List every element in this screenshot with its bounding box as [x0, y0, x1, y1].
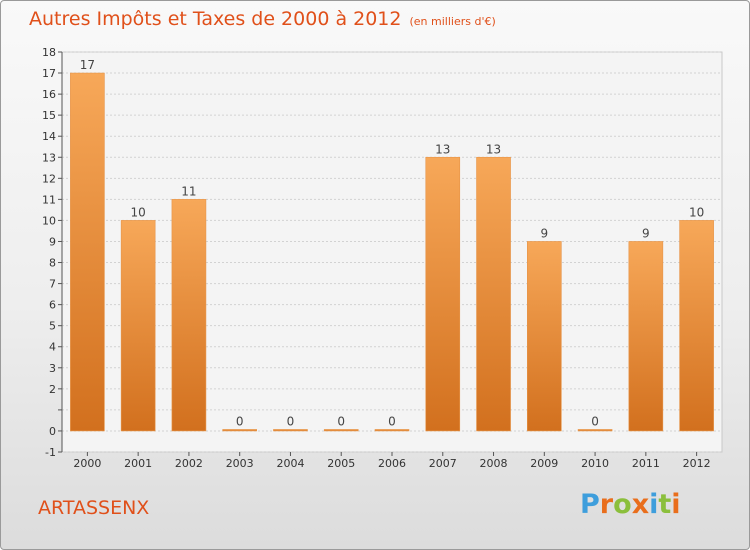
- y-tick-label: 18: [42, 46, 56, 59]
- bar-2012: [679, 220, 714, 432]
- x-tick-label-2005: 2005: [327, 457, 355, 470]
- x-tick-label-2012: 2012: [683, 457, 711, 470]
- y-tick-label: 15: [42, 109, 56, 122]
- x-tick-label-2010: 2010: [581, 457, 609, 470]
- x-tick-label-2001: 2001: [124, 457, 152, 470]
- y-tick-label: 13: [42, 151, 56, 164]
- value-label-2005: 0: [337, 414, 345, 428]
- x-tick-label-2007: 2007: [429, 457, 457, 470]
- plot-area: [61, 51, 723, 453]
- x-tick-label-2006: 2006: [378, 457, 406, 470]
- chart-subtitle: (en milliers d'€): [409, 15, 496, 28]
- logo-letter: i: [649, 489, 659, 520]
- bar-2003: [222, 429, 257, 432]
- logo-letter: P: [580, 489, 600, 520]
- chart-title: Autres Impôts et Taxes de 2000 à 2012 (en…: [29, 8, 496, 30]
- y-tick-label: 14: [42, 130, 56, 143]
- value-label-2007: 13: [435, 142, 450, 156]
- value-label-2010: 0: [591, 414, 599, 428]
- y-tick-label: 0: [49, 425, 56, 438]
- logo-letter: x: [631, 489, 650, 520]
- bar-2001: [120, 220, 156, 432]
- x-tick-label-2004: 2004: [276, 457, 304, 470]
- value-label-2001: 10: [131, 205, 146, 219]
- bar-2006: [374, 429, 410, 432]
- y-tick-label: 8: [49, 257, 56, 270]
- commune-name: ARTASSENX: [38, 497, 150, 519]
- x-tick-label-2009: 2009: [530, 457, 558, 470]
- bar-2007: [425, 156, 461, 432]
- x-tick-label-2003: 2003: [226, 457, 254, 470]
- bar-2009: [527, 241, 562, 432]
- logo-letter: o: [613, 489, 632, 520]
- bar-2000: [70, 72, 105, 432]
- y-tick-label: 3: [49, 362, 56, 375]
- value-label-2006: 0: [388, 414, 396, 428]
- y-tick-label: -1: [45, 446, 56, 459]
- x-tick-label-2011: 2011: [632, 457, 660, 470]
- bar-2004: [273, 429, 308, 432]
- y-tick-label: 11: [42, 193, 56, 206]
- y-tick-label: 9: [49, 235, 56, 248]
- logo-letter: i: [671, 489, 681, 520]
- value-label-2004: 0: [287, 414, 295, 428]
- y-tick-label: 5: [49, 320, 56, 333]
- logo-letter: t: [658, 489, 672, 520]
- y-tick-label: 16: [42, 88, 56, 101]
- value-label-2011: 9: [642, 226, 650, 240]
- x-tick-label-2000: 2000: [73, 457, 101, 470]
- x-tick-label-2008: 2008: [480, 457, 508, 470]
- bar-2010: [577, 429, 613, 432]
- y-tick-label: 6: [49, 299, 56, 312]
- y-tick-label: 2: [49, 383, 56, 396]
- value-label-2008: 13: [486, 142, 501, 156]
- y-tick-label: 17: [42, 67, 56, 80]
- value-label-2003: 0: [236, 414, 244, 428]
- y-tick-label: 4: [49, 341, 56, 354]
- chart-title-text: Autres Impôts et Taxes de 2000 à 2012: [29, 8, 402, 30]
- y-tick-label: 7: [49, 278, 56, 291]
- y-tick-label: 12: [42, 172, 56, 185]
- proxiti-logo: Proxiti: [580, 489, 681, 520]
- bar-2008: [476, 156, 511, 432]
- logo-letter: r: [599, 489, 614, 520]
- x-tick-label-2002: 2002: [175, 457, 203, 470]
- bar-2011: [628, 241, 664, 432]
- value-label-2000: 17: [80, 58, 95, 72]
- value-label-2012: 10: [689, 205, 704, 219]
- value-label-2009: 9: [540, 226, 548, 240]
- y-tick-label: 10: [42, 214, 56, 227]
- bar-2002: [171, 199, 207, 432]
- bar-2005: [323, 429, 359, 432]
- value-label-2002: 11: [181, 184, 196, 198]
